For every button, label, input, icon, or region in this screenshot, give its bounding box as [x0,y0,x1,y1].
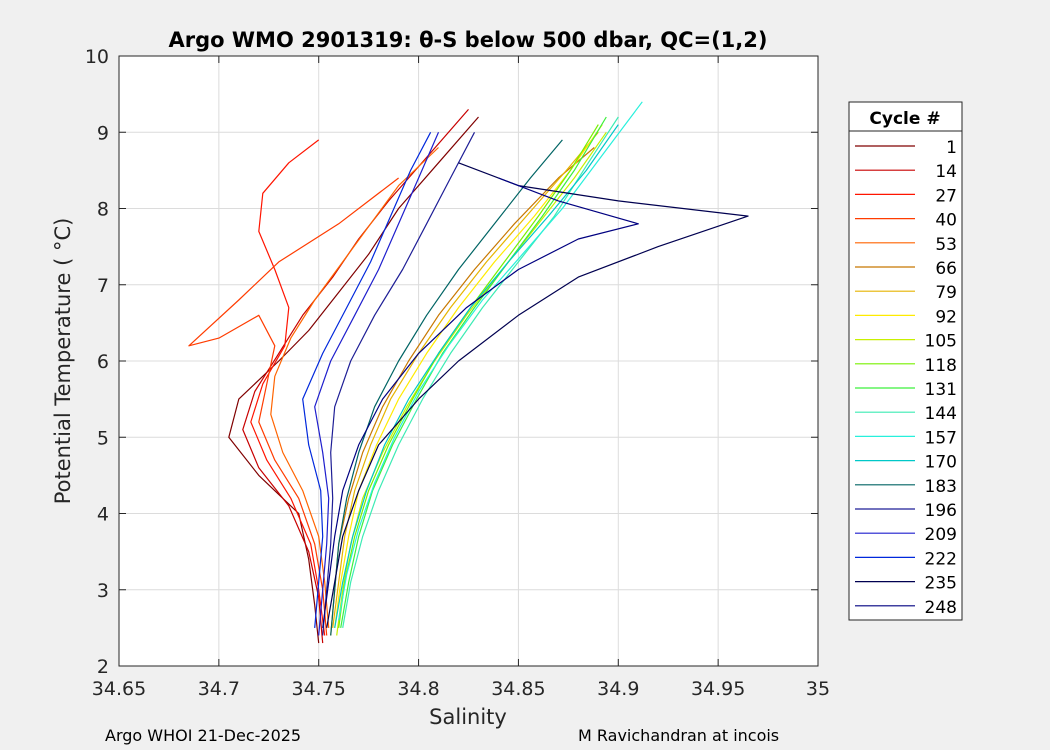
y-tick-label: 8 [97,199,109,221]
legend-label: 222 [925,549,957,569]
y-tick-label: 5 [97,427,109,449]
legend-label: 118 [925,356,957,376]
legend-label: 144 [925,404,957,424]
legend-label: 131 [925,380,957,400]
x-tick-label: 34.7 [198,678,240,700]
x-axis-label: Salinity [429,705,507,729]
series-line-cycle-79 [332,131,599,628]
series-line-cycle-53 [270,147,439,628]
series-line-cycle-170 [334,124,619,629]
legend-label: 79 [935,283,957,303]
chart-title: Argo WMO 2901319: θ-S below 500 dbar, QC… [169,28,768,52]
legend-label: 157 [925,428,957,448]
legend-label: 66 [935,259,957,279]
y-axis-label: Potential Temperature ( °C) [51,218,75,505]
legend: Cycle # 1 14 27 40 53 66 79 92 105 118 131 144 157 17… [848,101,963,621]
series-line-cycle-144 [342,116,619,629]
footer-right: M Ravichandran at incois [578,726,779,745]
series-line-cycle-248 [322,177,639,628]
legend-label: 14 [935,162,957,182]
series-line-cycle-14 [242,109,469,644]
legend-label: 170 [925,453,957,473]
series-line-cycle-183 [330,139,563,636]
series-line-cycle-209 [314,132,440,636]
series-line-cycle-157 [338,101,643,621]
series-line-cycle-27 [250,139,326,636]
series-line-cycle-40 [188,177,399,636]
y-tick-label: 7 [97,275,109,297]
ticks [118,55,819,667]
series-line-cycle-235 [326,162,749,629]
legend-label: 92 [935,307,957,327]
x-tick-label: 34.85 [491,678,545,700]
series-line-cycle-196 [322,132,476,636]
y-tick-label: 4 [97,504,109,526]
legend-label: 183 [925,477,957,497]
x-tick-label: 34.95 [691,678,745,700]
legend-label: 235 [925,574,957,594]
y-tick-label: 9 [97,122,109,144]
series-line-cycle-118 [338,124,599,628]
legend-label: 27 [935,186,957,206]
series-line-cycle-131 [340,116,607,629]
legend-label: 248 [925,598,957,618]
x-tick-label: 34.75 [292,678,346,700]
y-tick-label: 2 [97,656,109,678]
y-tick-label: 10 [85,46,109,68]
tick-labels: 34.65 34.7 34.75 34.8 34.85 34.9 34.95 35 2 3 4 5 6 7… [85,46,830,700]
x-tick-label: 35 [806,678,830,700]
series-group [188,101,749,644]
legend-title: Cycle # [869,109,940,129]
legend-label: 209 [925,525,957,545]
x-tick-label: 34.9 [597,678,639,700]
x-tick-label: 34.65 [92,678,146,700]
footer-left: Argo WHOI 21-Dec-2025 [105,726,301,745]
legend-label: 1 [946,138,957,158]
legend-label: 196 [925,501,957,521]
legend-label: 53 [935,235,957,255]
y-tick-label: 6 [97,351,109,373]
x-tick-label: 34.8 [397,678,439,700]
series-line-cycle-1 [228,116,479,644]
y-tick-label: 3 [97,580,109,602]
legend-label: 40 [935,211,957,231]
series-line-cycle-92 [334,124,603,628]
legend-items: 1 14 27 40 53 66 79 92 105 118 131 144 157 170 183 196 2… [855,138,957,618]
series-line-cycle-222 [302,132,432,628]
legend-label: 105 [925,332,957,352]
